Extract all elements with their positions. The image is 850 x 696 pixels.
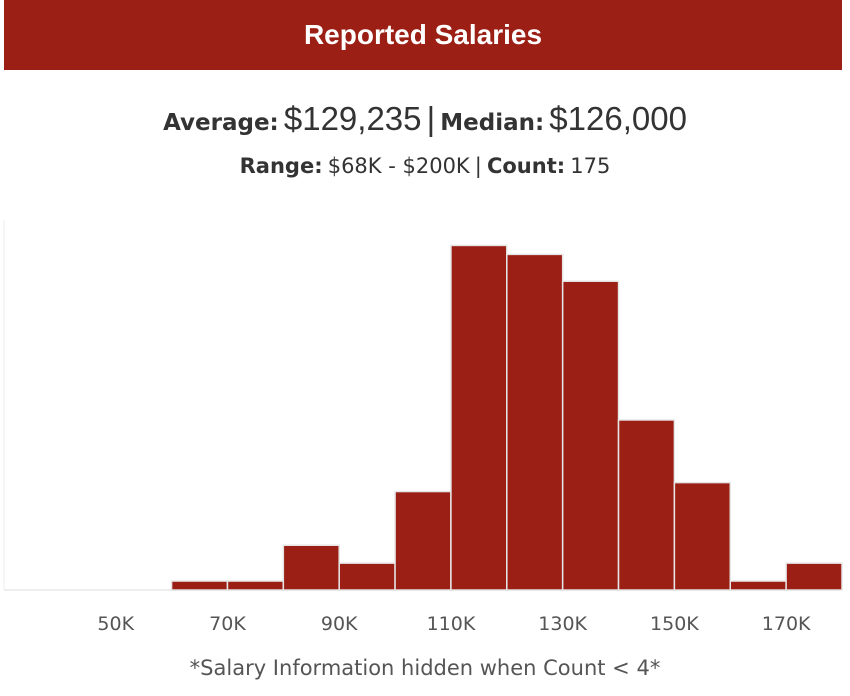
histogram-bar[interactable] (617, 419, 676, 591)
stats-separator: | (426, 100, 436, 137)
range-label: Range: (239, 154, 323, 178)
histogram-bar[interactable] (673, 481, 732, 591)
stats-separator: | (474, 154, 482, 178)
histogram-bar[interactable] (450, 244, 508, 591)
histogram-bar[interactable] (506, 253, 564, 591)
histogram-bar[interactable] (226, 580, 285, 591)
average-label: Average: (163, 110, 279, 136)
histogram-bar[interactable] (729, 580, 787, 591)
x-tick-label: 90K (321, 613, 358, 635)
histogram-bar[interactable] (561, 280, 620, 591)
count-label: Count: (486, 154, 566, 178)
page-title: Reported Salaries (303, 19, 543, 50)
histogram-bar[interactable] (785, 562, 843, 591)
footnote: *Salary Information hidden when Count < … (189, 656, 661, 680)
x-tick-label: 170K (762, 613, 811, 635)
x-tick-label: 70K (209, 613, 246, 635)
histogram-bar[interactable] (394, 490, 452, 591)
histogram-bars (170, 244, 843, 591)
x-tick-label: 110K (427, 613, 476, 635)
histogram-bar[interactable] (170, 580, 229, 591)
range-value: $68K - $200K (327, 154, 470, 178)
histogram-bar[interactable] (338, 562, 396, 591)
x-tick-label: 130K (538, 613, 587, 635)
summary-stats-secondary: Range: $68K - $200K | Count: 175 (0, 154, 850, 178)
x-tick-label: 150K (650, 613, 699, 635)
count-value: 175 (570, 154, 611, 178)
summary-stats-primary: Average: $129,235 | Median: $126,000 (0, 100, 850, 138)
median-label: Median: (440, 110, 545, 136)
salary-histogram: 50K 70K 90K 110K 130K 150K 170K (3, 220, 843, 635)
median-value: $126,000 (549, 100, 687, 137)
histogram-bar[interactable] (282, 544, 340, 591)
header-banner: Reported Salaries (4, 0, 842, 70)
x-axis-ticks: 50K 70K 90K 110K 130K 150K 170K (97, 613, 811, 635)
x-tick-label: 50K (97, 613, 134, 635)
average-value: $129,235 (283, 100, 422, 137)
